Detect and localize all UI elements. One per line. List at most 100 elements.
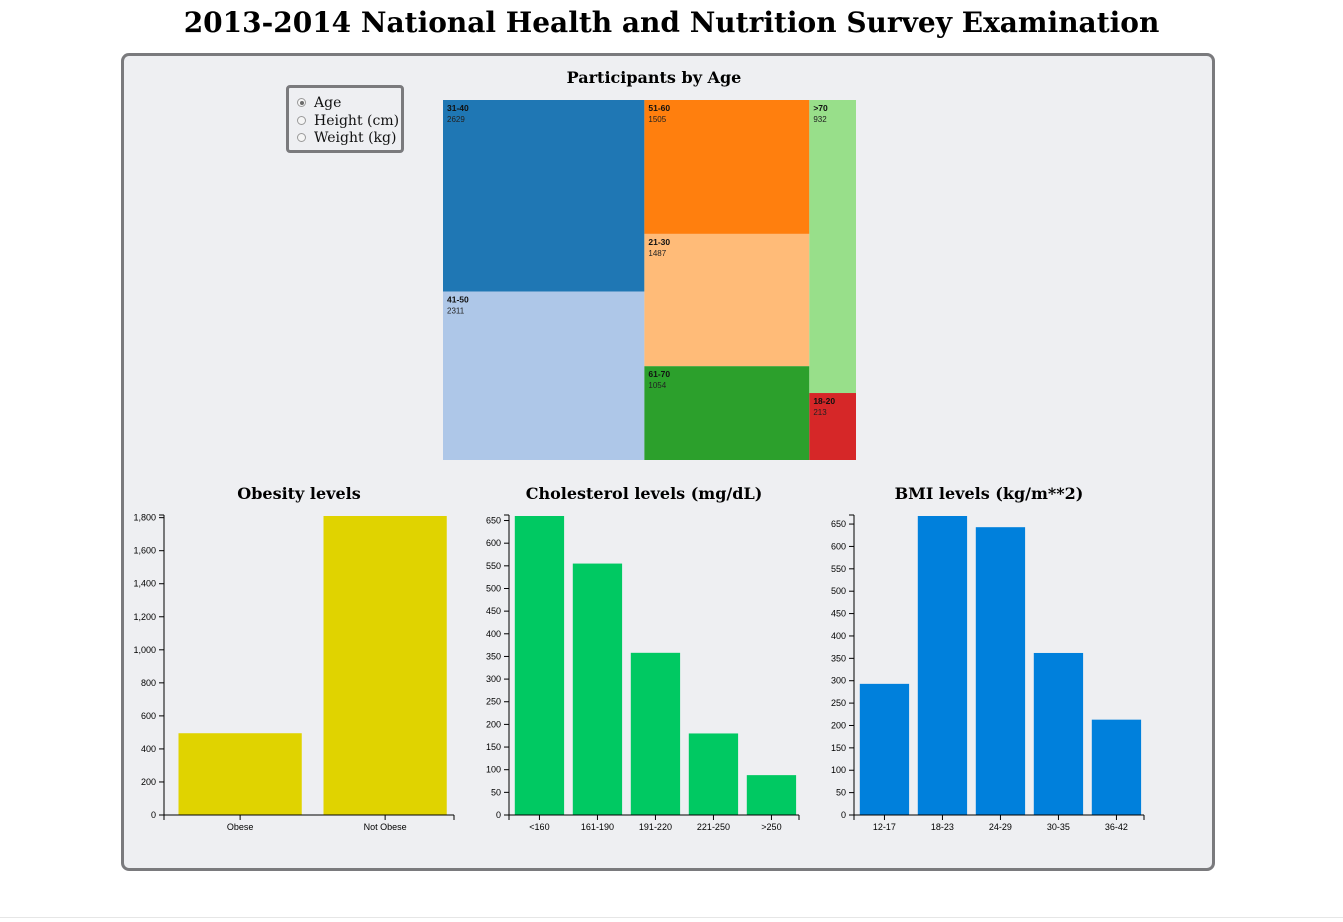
treemap-cell-rect (809, 100, 856, 394)
y-tick-label: 0 (496, 810, 501, 820)
y-tick-label: 200 (141, 777, 156, 787)
treemap-cell-value: 2629 (447, 115, 465, 124)
bar (178, 733, 302, 815)
cholesterol-bar-chart: 0 50 100 150 200 250 300 350 400 450 500 550 600 650 <… (486, 514, 800, 832)
x-tick-label: 191-220 (639, 822, 672, 832)
treemap-cell-label: 41-50 (447, 295, 469, 305)
variable-selector: Age Height (cm) Weight (kg) (286, 85, 404, 153)
y-tick-label: 1,800 (133, 513, 156, 523)
x-tick-label: <160 (529, 822, 549, 832)
radio-label: Age (314, 94, 342, 111)
treemap-cell: 18-20 213 (809, 393, 856, 460)
radio-age[interactable]: Age (297, 94, 341, 111)
bmi-bar-chart: 0 50 100 150 200 250 300 350 400 450 500 550 600 650 1… (831, 514, 1145, 832)
y-tick-label: 50 (836, 788, 846, 798)
treemap-cell: 61-70 1054 (644, 366, 810, 460)
treemap-chart: 31-40 2629 41-50 2311 51-60 1505 21-30 1487 61-7… (443, 100, 856, 460)
bar (1033, 652, 1084, 815)
dashboard-panel: Participants by Age Age Height (cm) Weig… (121, 53, 1215, 871)
bar (323, 516, 447, 815)
treemap-cell: 51-60 1505 (644, 100, 810, 234)
radio-label: Height (cm) (314, 112, 400, 129)
x-tick-label: >250 (761, 822, 781, 832)
treemap-cell-rect (644, 233, 810, 367)
radio-height[interactable]: Height (cm) (297, 112, 399, 129)
x-tick-label: Obese (227, 822, 254, 832)
treemap-cell-value: 2311 (447, 307, 465, 316)
treemap-cell-rect (443, 100, 645, 292)
x-tick-label: 24-29 (989, 822, 1012, 832)
y-tick-label: 800 (141, 678, 156, 688)
y-tick-label: 400 (141, 744, 156, 754)
treemap-cell-label: 18-20 (813, 396, 835, 406)
y-tick-label: 1,600 (133, 546, 156, 556)
radio-weight[interactable]: Weight (kg) (297, 129, 396, 146)
treemap-cell-rect (443, 291, 645, 460)
y-tick-label: 500 (831, 586, 846, 596)
treemap-cell-label: 21-30 (648, 237, 670, 247)
treemap-cell: 41-50 2311 (443, 291, 645, 460)
obesity-bar-chart: 0 200 400 600 800 1,000 1,200 1,400 1,600 1,800 Ob… (133, 513, 455, 832)
y-tick-label: 50 (491, 787, 501, 797)
y-tick-label: 550 (831, 564, 846, 574)
radio-button-icon[interactable] (297, 133, 306, 142)
y-tick-label: 200 (831, 720, 846, 730)
radio-label: Weight (kg) (314, 129, 397, 146)
treemap-cell-value: 932 (813, 115, 827, 124)
x-tick-label: 18-23 (931, 822, 954, 832)
y-tick-label: 300 (486, 674, 501, 684)
y-tick-label: 550 (486, 561, 501, 571)
treemap-cell: 31-40 2629 (443, 100, 645, 292)
radio-button-icon[interactable] (297, 116, 306, 125)
y-tick-label: 650 (486, 516, 501, 526)
radio-button-icon[interactable] (297, 98, 306, 107)
y-tick-label: 600 (141, 711, 156, 721)
y-tick-label: 600 (486, 538, 501, 548)
treemap-cell-value: 213 (813, 408, 827, 417)
bar (746, 775, 797, 815)
x-tick-label: 161-190 (581, 822, 614, 832)
treemap-cell-label: 51-60 (648, 103, 670, 113)
x-tick-label: 30-35 (1047, 822, 1070, 832)
y-tick-label: 450 (831, 609, 846, 619)
bar (975, 527, 1026, 815)
y-tick-label: 0 (151, 810, 156, 820)
y-tick-label: 250 (486, 697, 501, 707)
bmi-chart-title: BMI levels (kg/m**2) (894, 484, 1084, 503)
bar (917, 516, 968, 815)
bar (688, 733, 739, 815)
y-tick-label: 400 (831, 631, 846, 641)
x-tick-label: 221-250 (697, 822, 730, 832)
y-tick-label: 150 (831, 743, 846, 753)
treemap-cell-value: 1054 (648, 381, 666, 390)
y-tick-label: 1,200 (133, 612, 156, 622)
y-tick-label: 300 (831, 676, 846, 686)
treemap-cell-label: >70 (813, 103, 828, 113)
y-tick-label: 400 (486, 629, 501, 639)
treemap-cell-label: 31-40 (447, 103, 469, 113)
y-tick-label: 350 (486, 651, 501, 661)
y-tick-label: 600 (831, 541, 846, 551)
treemap-title: Participants by Age (566, 68, 742, 87)
y-tick-label: 100 (831, 765, 846, 775)
y-tick-label: 0 (841, 810, 846, 820)
y-tick-label: 350 (831, 653, 846, 663)
treemap-cell-value: 1505 (648, 115, 666, 124)
x-tick-label: 36-42 (1105, 822, 1128, 832)
treemap-cell: 21-30 1487 (644, 233, 810, 367)
treemap-cell-rect (644, 100, 810, 234)
y-tick-label: 650 (831, 519, 846, 529)
treemap-cell-value: 1487 (648, 249, 666, 258)
bar (514, 516, 565, 815)
x-tick-label: Not Obese (364, 822, 407, 832)
obesity-chart-title: Obesity levels (237, 484, 361, 503)
y-tick-label: 200 (486, 719, 501, 729)
treemap-cell-rect (809, 393, 856, 460)
footer-divider (0, 917, 1343, 918)
y-tick-label: 450 (486, 606, 501, 616)
y-tick-label: 250 (831, 698, 846, 708)
y-tick-label: 500 (486, 583, 501, 593)
x-tick-label: 12-17 (873, 822, 896, 832)
y-tick-label: 1,000 (133, 645, 156, 655)
